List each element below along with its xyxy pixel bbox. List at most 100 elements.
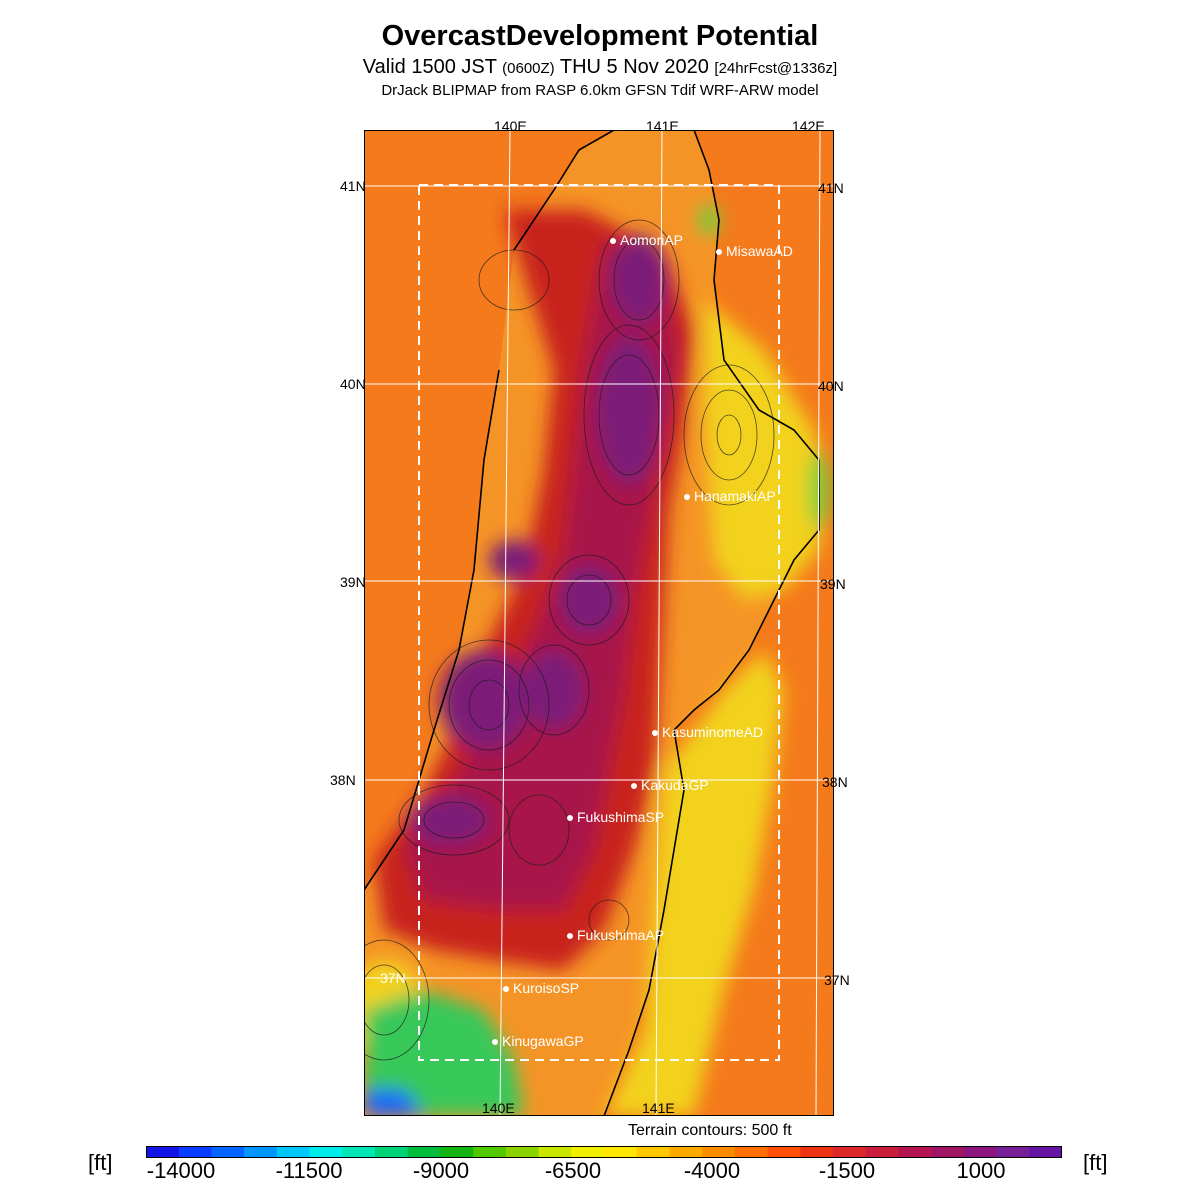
colorbar-swatch (996, 1146, 1030, 1158)
lat-label-39n-left: 39N (340, 574, 366, 590)
colorbar-swatch (440, 1146, 474, 1158)
site-dot (716, 249, 722, 256)
inner-domain-box (418, 184, 780, 1061)
colorbar-swatch (375, 1146, 409, 1158)
colorbar (146, 1146, 1062, 1158)
site-label: FukushimaSP (577, 809, 665, 825)
model-info: DrJack BLIPMAP from RASP 6.0km GFSN Tdif… (381, 82, 819, 99)
colorbar-swatch (309, 1146, 343, 1158)
forecast-info: [24hrFcst@1336z] (714, 60, 838, 77)
overcast-field-high-p (409, 795, 489, 845)
lat-label-41n-right: 41N (818, 180, 844, 196)
site-label: HanamakiAP (694, 488, 776, 504)
valid-date: THU 5 Nov 2020 (559, 56, 709, 78)
valid-time: Valid 1500 JST (362, 56, 497, 78)
colorbar-swatch (931, 1146, 965, 1158)
overcast-field-high-p (489, 540, 539, 580)
colorbar-swatch (342, 1146, 376, 1158)
colorbar-swatch (833, 1146, 867, 1158)
site-marker: KinugawaGP (492, 1033, 584, 1049)
site-label: KakudaGP (641, 777, 709, 793)
colorbar-swatch (407, 1146, 441, 1158)
site-label: AomoriAP (620, 232, 684, 248)
lat-label-38n-right: 38N (822, 774, 848, 790)
site-dot (610, 238, 616, 245)
lon-label-140e-top: 140E (494, 118, 527, 134)
valid-utc: (0600Z) (502, 60, 555, 77)
lat-label-38n-left: 38N (330, 772, 356, 788)
colorbar-label: 1000 (956, 1158, 1006, 1183)
overcast-field-high-p (439, 650, 529, 750)
lat-label-37n-left: 37N (380, 970, 406, 986)
colorbar-swatch (178, 1146, 212, 1158)
colorbar-swatch (211, 1146, 245, 1158)
colorbar-swatch (636, 1146, 670, 1158)
colorbar-swatch (146, 1146, 180, 1158)
forecast-map (364, 130, 834, 1116)
overcast-field-coast-y (604, 650, 784, 1116)
site-dot (631, 783, 637, 790)
colorbar-label: -4000 (683, 1158, 741, 1183)
colorbar-unit-left: [ft] (88, 1150, 113, 1175)
lon-label-140e-bottom: 140E (482, 1100, 515, 1116)
colorbar-swatch (767, 1146, 801, 1158)
colorbar-label: -14000 (146, 1158, 216, 1183)
colorbar-swatch (538, 1146, 572, 1158)
colorbar-swatch (1029, 1146, 1062, 1158)
site-marker: KakudaGP (631, 777, 709, 793)
site-marker: FukushimaSP (567, 809, 664, 825)
lat-label-39n-right: 39N (820, 576, 846, 592)
site-label: KinugawaGP (502, 1033, 584, 1049)
overcast-field-sw-b (364, 1090, 424, 1116)
colorbar-swatch (276, 1146, 311, 1158)
terrain-contour-note: Terrain contours: 500 ft (628, 1122, 792, 1139)
overcast-field-high-p (559, 565, 619, 635)
colorbar-swatch (473, 1146, 507, 1158)
site-marker: KuroisoSP (503, 980, 579, 996)
colorbar-swatch (571, 1146, 605, 1158)
overcast-field-high-p (597, 335, 661, 485)
colorbar-swatch (244, 1146, 278, 1158)
valid-time-line: Valid 1500 JST (0600Z) THU 5 Nov 2020 [2… (0, 56, 1200, 79)
colorbar-swatch (505, 1146, 540, 1158)
colorbar-swatch (963, 1146, 998, 1158)
site-marker: HanamakiAP (684, 488, 776, 504)
colorbar-swatch (702, 1146, 736, 1158)
overcast-field-high-p (524, 650, 584, 730)
site-label: KasuminomeAD (662, 724, 764, 740)
site-label: FukushimaAP (577, 927, 665, 943)
site-dot (567, 815, 573, 822)
site-dot (492, 1039, 498, 1046)
overcast-field-high-p (611, 235, 667, 325)
colorbar-unit-right: [ft] (1083, 1150, 1108, 1175)
site-dot (567, 933, 573, 940)
chart-title: OvercastDevelopment Potential (381, 20, 819, 52)
colorbar-swatch (865, 1146, 899, 1158)
colorbar-border (146, 1146, 1062, 1158)
site-label: MisawaAD (726, 243, 793, 259)
site-dot (684, 494, 690, 501)
lat-label-40n-right: 40N (818, 378, 844, 394)
colorbar-swatch (604, 1146, 638, 1158)
colorbar-label: -1500 (818, 1158, 876, 1183)
site-marker: AomoriAP (610, 232, 683, 248)
lat-label-37n-right: 37N (824, 972, 850, 988)
colorbar-swatch (898, 1146, 932, 1158)
site-label: KuroisoSP (513, 980, 580, 996)
colorbar-label: -11500 (275, 1158, 343, 1183)
colorbar-swatch (734, 1146, 769, 1158)
site-marker: MisawaAD (716, 243, 793, 259)
site-dot (652, 730, 658, 737)
colorbar-swatch (800, 1146, 834, 1158)
lon-label-142e-top: 142E (792, 118, 825, 134)
lon-label-141e-bottom: 141E (642, 1100, 675, 1116)
site-dot (503, 986, 509, 993)
colorbar-swatch (669, 1146, 703, 1158)
lat-label-40n-left: 40N (340, 376, 366, 392)
lat-label-41n-left: 41N (340, 178, 366, 194)
site-marker: KasuminomeAD (652, 724, 763, 740)
site-marker: FukushimaAP (567, 927, 664, 943)
lon-label-141e-top: 141E (646, 118, 679, 134)
overcast-field-coast-g (699, 205, 719, 235)
colorbar-label: -6500 (544, 1158, 602, 1183)
